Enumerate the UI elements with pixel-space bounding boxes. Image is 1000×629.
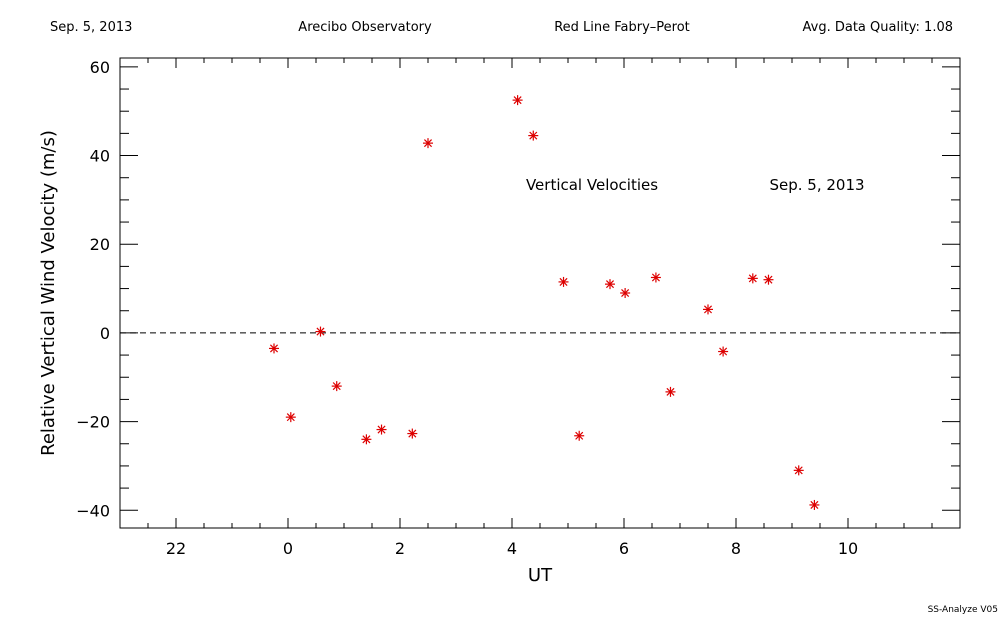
data-point-marker	[376, 424, 387, 435]
data-points	[269, 95, 820, 510]
y-tick-label: 40	[90, 147, 110, 166]
data-point-marker	[558, 276, 569, 287]
data-point-marker	[665, 386, 676, 397]
y-tick-labels: −40 −20 0 20 40 60	[76, 58, 110, 520]
data-point-marker	[650, 272, 661, 283]
data-point-marker	[620, 288, 631, 298]
x-tick-labels: 22 0 2 4 6 8 10	[166, 539, 858, 558]
x-tick-label: 22	[166, 539, 186, 558]
data-point-marker	[793, 465, 804, 476]
annotation-title: Vertical Velocities	[526, 176, 658, 194]
y-tick-label: −40	[76, 501, 110, 520]
data-point-marker	[361, 434, 372, 445]
x-tick-label: 2	[395, 539, 405, 558]
data-point-marker	[605, 279, 615, 290]
y-tick-label: −20	[76, 413, 110, 432]
data-point-marker	[315, 326, 326, 337]
data-point-marker	[407, 428, 418, 439]
data-point-marker	[747, 273, 758, 284]
header-site: Arecibo Observatory	[298, 20, 432, 35]
axis-ticks	[119, 58, 961, 528]
x-tick-label: 6	[619, 539, 629, 558]
y-tick-label: 20	[90, 235, 110, 254]
x-axis-label: UT	[528, 565, 553, 586]
y-axis-label: Relative Vertical Wind Velocity (m/s)	[38, 130, 59, 456]
y-tick-label: 0	[100, 324, 110, 343]
data-point-marker	[269, 343, 279, 354]
x-tick-label: 0	[283, 539, 293, 558]
data-point-marker	[528, 130, 539, 141]
data-point-marker	[809, 499, 820, 510]
data-point-marker	[703, 304, 713, 315]
header-date: Sep. 5, 2013	[50, 20, 132, 35]
plot-frame	[119, 57, 961, 529]
x-tick-label: 8	[731, 539, 741, 558]
data-point-marker	[574, 430, 585, 441]
header-instrument: Red Line Fabry–Perot	[554, 20, 690, 35]
header-quality: Avg. Data Quality: 1.08	[803, 20, 953, 35]
x-tick-label: 10	[838, 539, 858, 558]
footer-label: SS-Analyze V05	[928, 605, 998, 615]
annotation-date: Sep. 5, 2013	[769, 176, 864, 194]
data-point-marker	[331, 381, 342, 392]
x-tick-label: 4	[507, 539, 517, 558]
data-point-marker	[285, 412, 296, 423]
y-tick-label: 60	[90, 58, 110, 77]
data-point-marker	[763, 274, 774, 285]
data-point-marker	[512, 95, 523, 106]
data-point-marker	[718, 346, 729, 357]
data-point-marker	[423, 138, 433, 149]
